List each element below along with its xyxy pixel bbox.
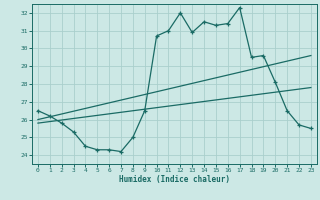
- X-axis label: Humidex (Indice chaleur): Humidex (Indice chaleur): [119, 175, 230, 184]
